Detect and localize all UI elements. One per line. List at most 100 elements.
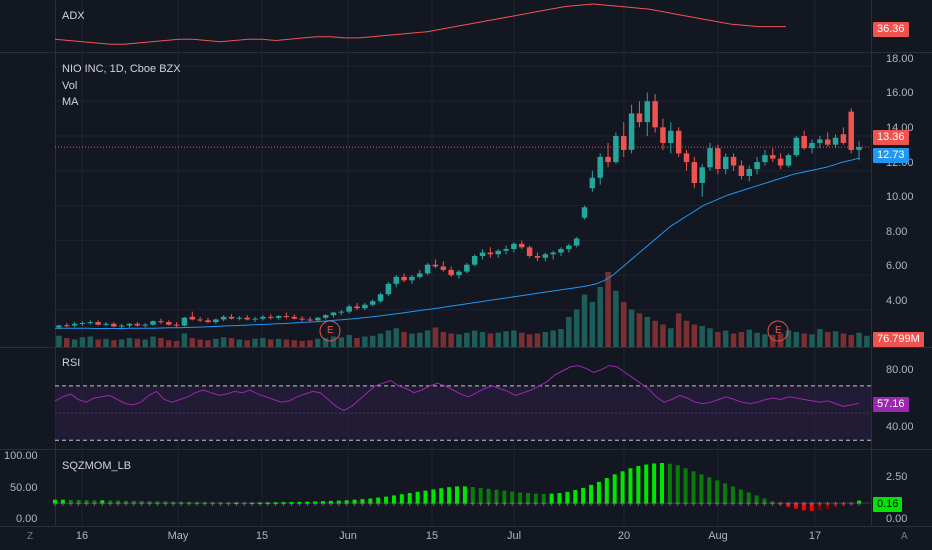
sqz-cross: +	[218, 500, 224, 508]
candle-body	[471, 256, 478, 265]
sqz-bar	[100, 500, 105, 503]
sqz-bar	[328, 500, 333, 503]
sqz-bar	[313, 501, 318, 503]
sqz-bar	[273, 502, 278, 504]
candle-body	[417, 273, 423, 277]
volume-bar	[236, 339, 243, 347]
candle-body	[824, 139, 831, 145]
sqz-cross: +	[76, 500, 82, 508]
sqz-cross: +	[840, 500, 846, 508]
rsi-tick: 80.00	[886, 364, 914, 376]
sqz-cross: +	[754, 500, 760, 508]
sqz-bar	[809, 503, 814, 511]
sqz-bar	[636, 466, 641, 503]
sqz-bar	[60, 499, 65, 503]
sqz-cross: +	[131, 500, 137, 508]
candle-body	[848, 111, 854, 150]
volume-bar	[652, 320, 658, 347]
sqz-bar	[667, 463, 672, 503]
sqz-cross: +	[509, 500, 515, 508]
sqz-cross: +	[115, 500, 121, 508]
sqz-bar	[833, 503, 838, 508]
volume-bar	[307, 340, 313, 347]
sqz-cross: +	[470, 500, 476, 508]
volume-bar	[471, 330, 478, 347]
candle-body	[785, 155, 792, 166]
last-price-badge: 13.36	[873, 130, 909, 145]
sqz-bar	[305, 501, 310, 503]
sqz-bar	[730, 486, 735, 503]
sqz-bar	[502, 490, 507, 503]
candle-body	[558, 249, 564, 253]
candle-body	[628, 113, 635, 150]
sqz-cross: +	[320, 500, 326, 508]
ma-legend[interactable]: MA	[62, 96, 79, 108]
volume-bar	[487, 333, 494, 347]
volume-bar	[275, 338, 282, 347]
volume-bar	[620, 302, 627, 347]
sqz-cross: +	[202, 500, 208, 508]
candle-body	[754, 162, 760, 170]
volume-bar	[683, 320, 690, 347]
candle-body	[283, 316, 290, 317]
candle-body	[260, 316, 266, 319]
candle-body	[424, 264, 431, 274]
symbol-title[interactable]: NIO INC, 1D, Cboe BZX	[62, 63, 181, 75]
sqz-bar	[723, 483, 728, 503]
candle-body	[236, 317, 243, 319]
candle-body	[142, 324, 148, 326]
candle-body	[550, 252, 556, 255]
time-tick: 15	[425, 530, 439, 542]
volume-bar	[56, 335, 62, 347]
volume-bar	[668, 328, 674, 347]
candle-body	[448, 269, 454, 276]
sqz-cross: +	[572, 500, 578, 508]
volume-bar	[79, 337, 86, 347]
sqz-bar	[691, 471, 696, 503]
candle-body	[691, 162, 698, 183]
sqz-value-badge: 0.16	[873, 497, 903, 512]
sqz-cross: +	[628, 500, 634, 508]
sqz-bar	[541, 493, 546, 503]
ma-value-badge: 12.73	[873, 148, 909, 163]
candle-body	[801, 136, 807, 149]
sqz-bar	[234, 502, 239, 504]
candle-body	[479, 252, 486, 256]
candle-body	[87, 322, 94, 324]
sqz-cross: +	[281, 500, 287, 508]
sqz-cross: +	[564, 500, 570, 508]
volume-bar	[605, 272, 611, 347]
sqz-bar	[620, 471, 625, 503]
candle-body	[495, 250, 501, 255]
adx-value-badge: 36.36	[873, 22, 909, 37]
sqz-cross: +	[620, 500, 626, 508]
candle-body	[166, 322, 172, 325]
auto-scale-button[interactable]: A	[901, 531, 908, 542]
sqz-bar	[147, 501, 152, 503]
sqz-bar	[407, 493, 412, 503]
sqz-cross: +	[296, 500, 302, 508]
volume-bar	[213, 338, 219, 347]
sqz-bar	[462, 486, 467, 503]
earnings-marker-2[interactable]: E	[775, 325, 782, 336]
sqz-cross: +	[84, 500, 90, 508]
volume-bar	[526, 334, 533, 347]
volume-legend[interactable]: Vol	[62, 80, 78, 92]
sqz-cross: +	[683, 500, 689, 508]
sqz-bar	[565, 491, 570, 503]
sqz-cross: +	[856, 500, 862, 508]
volume-bar	[801, 333, 807, 347]
sqz-bar	[841, 503, 846, 507]
sqz-cross: +	[659, 500, 665, 508]
volume-bar	[71, 339, 78, 347]
timezone-toggle-button[interactable]: Z	[27, 531, 34, 542]
sqz-bar	[179, 501, 184, 503]
volume-bar	[542, 332, 549, 347]
sqz-bar	[265, 502, 270, 504]
candle-body	[228, 316, 235, 319]
volume-bar	[550, 330, 556, 347]
sqz-cross: +	[241, 500, 247, 508]
earnings-marker-1[interactable]: E	[327, 325, 334, 336]
candle-body	[385, 283, 392, 295]
